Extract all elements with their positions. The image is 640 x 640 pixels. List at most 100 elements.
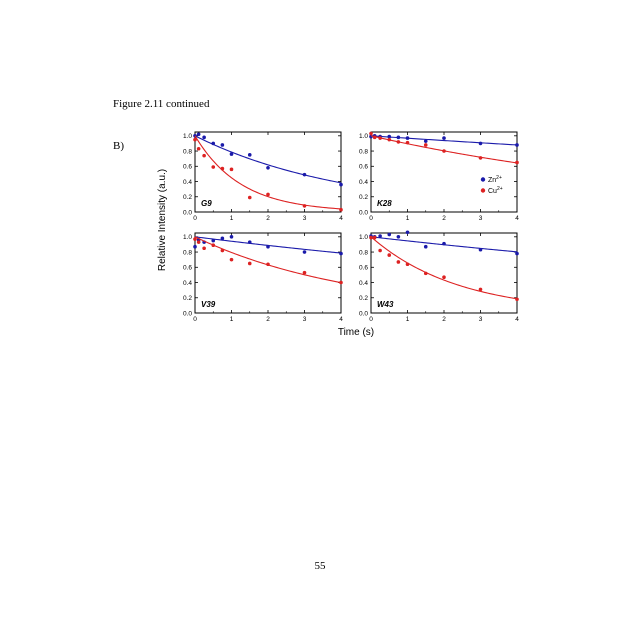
data-point xyxy=(387,253,392,257)
data-point xyxy=(442,149,446,153)
x-tick-label: 4 xyxy=(339,316,343,323)
y-tick-label: 0.8 xyxy=(183,148,192,155)
y-tick-label: 0.6 xyxy=(359,265,368,272)
data-point xyxy=(202,153,206,158)
data-point xyxy=(193,137,197,142)
data-point xyxy=(302,250,307,254)
data-point xyxy=(339,207,343,212)
x-tick-label: 0 xyxy=(193,215,197,222)
data-point xyxy=(423,271,428,276)
data-point xyxy=(202,135,206,140)
data-point xyxy=(478,287,483,292)
x-tick-label: 3 xyxy=(479,316,483,323)
legend-entry: Cu2+ xyxy=(488,186,503,195)
panel-g9: 0 1 2 3 4 0.0 0.2 0.4 0.6 0.8 1.0 G9 xyxy=(183,131,343,222)
data-point xyxy=(387,232,392,237)
y-tick-label: 0.0 xyxy=(183,310,192,317)
data-point xyxy=(442,275,446,279)
data-point xyxy=(211,165,216,169)
y-tick-label: 0.4 xyxy=(359,179,368,186)
data-point xyxy=(396,135,401,140)
x-tick-label: 2 xyxy=(442,215,446,222)
y-tick-label: 0.2 xyxy=(183,295,192,302)
x-tick-label: 2 xyxy=(266,215,270,222)
y-tick-label: 0.2 xyxy=(359,295,368,302)
data-point xyxy=(387,137,392,142)
y-tick-label: 0.8 xyxy=(359,148,368,155)
data-point xyxy=(247,261,252,266)
data-point xyxy=(229,235,234,239)
x-tick-label: 1 xyxy=(406,316,410,323)
data-point xyxy=(196,146,201,151)
page-number: 55 xyxy=(314,560,326,572)
data-point xyxy=(515,297,519,302)
y-tick-label: 1.0 xyxy=(359,133,368,140)
data-point xyxy=(378,136,382,140)
data-point xyxy=(515,160,519,165)
y-tick-label: 0.6 xyxy=(359,164,368,171)
figure: Relative Intensity (a.u.) Time (s) 0 1 2 3 4… xyxy=(155,120,535,350)
data-point xyxy=(220,236,225,241)
data-point xyxy=(247,153,252,157)
panel-label: W43 xyxy=(377,300,394,309)
fit-curve xyxy=(370,135,518,146)
plot-frame xyxy=(194,131,342,213)
legend-entry: Zn2+ xyxy=(488,175,502,184)
data-point xyxy=(372,235,377,240)
data-point xyxy=(423,139,428,143)
data-point xyxy=(515,251,519,256)
x-tick-label: 2 xyxy=(442,316,446,323)
data-point xyxy=(387,134,392,139)
y-tick-label: 0.8 xyxy=(183,249,192,256)
data-point xyxy=(339,182,343,187)
x-tick-label: 4 xyxy=(515,316,519,323)
data-point xyxy=(211,238,216,243)
data-point xyxy=(193,244,197,249)
data-point xyxy=(266,166,270,170)
y-tick-label: 0.8 xyxy=(359,249,368,256)
panel-label: V39 xyxy=(201,300,216,309)
data-point xyxy=(193,237,197,241)
panel-v39: 0 1 2 3 4 0.0 0.2 0.4 0.6 0.8 1.0 V39 xyxy=(183,232,343,323)
y-tick-label: 0.2 xyxy=(183,194,192,201)
legend-marker xyxy=(480,188,486,193)
data-point xyxy=(369,235,373,240)
data-point xyxy=(202,246,206,251)
data-point xyxy=(196,240,201,244)
data-point xyxy=(396,140,401,144)
panel-label: K28 xyxy=(377,199,392,208)
y-axis-label: Relative Intensity (a.u.) xyxy=(157,169,168,271)
data-point xyxy=(196,132,201,137)
x-tick-label: 3 xyxy=(303,215,307,222)
data-point xyxy=(369,131,373,136)
figure-caption: Figure 2.11 continued xyxy=(113,98,210,110)
data-point xyxy=(378,234,382,238)
data-point xyxy=(442,241,446,246)
data-point xyxy=(478,247,483,252)
data-point xyxy=(220,143,225,147)
data-point xyxy=(442,136,446,140)
data-point xyxy=(372,135,377,140)
data-point xyxy=(302,172,307,177)
panel-w43: 0 1 2 3 4 0.0 0.2 0.4 0.6 0.8 1.0 W43 xyxy=(359,230,519,323)
data-point xyxy=(405,136,410,140)
fit-curve xyxy=(194,135,342,210)
fit-curve xyxy=(194,135,342,184)
y-tick-label: 0.4 xyxy=(183,280,192,287)
data-point xyxy=(378,248,382,253)
y-tick-label: 0.4 xyxy=(359,280,368,287)
y-tick-label: 0.6 xyxy=(183,164,192,171)
data-point xyxy=(405,230,410,235)
data-point xyxy=(423,143,428,147)
data-point xyxy=(405,262,410,267)
legend-marker xyxy=(480,177,486,182)
data-point xyxy=(266,262,270,267)
data-point xyxy=(302,270,307,275)
y-tick-label: 0.0 xyxy=(359,209,368,216)
x-tick-label: 3 xyxy=(303,316,307,323)
data-point xyxy=(220,248,225,253)
data-point xyxy=(211,141,216,146)
data-point xyxy=(211,243,216,247)
data-point xyxy=(247,240,252,244)
data-point xyxy=(478,141,483,146)
